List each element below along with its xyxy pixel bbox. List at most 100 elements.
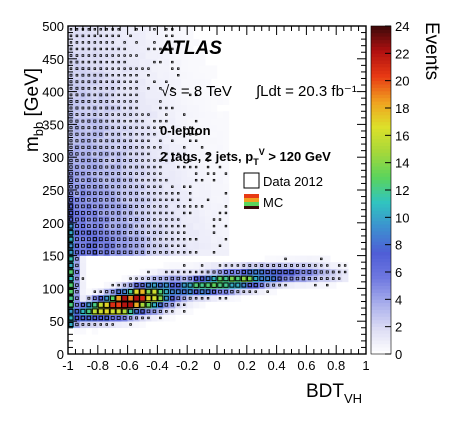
heatmap-cell — [342, 275, 349, 283]
data-box-marker — [81, 171, 85, 176]
heatmap-cell — [97, 321, 105, 329]
heatmap-cell — [151, 301, 158, 309]
heatmap-cell — [85, 104, 93, 112]
data-box-marker — [93, 165, 97, 169]
heatmap-cell — [246, 275, 254, 283]
heatmap-cell — [193, 190, 200, 197]
heatmap-cell — [121, 130, 128, 138]
heatmap-cell — [187, 216, 194, 224]
data-box-marker — [134, 283, 139, 288]
heatmap-cell — [79, 111, 87, 119]
heatmap-cell — [222, 150, 230, 158]
data-box-marker — [75, 171, 79, 176]
heatmap-cell — [97, 26, 105, 33]
heatmap-cell — [270, 262, 277, 270]
heatmap-cell — [246, 268, 254, 276]
heatmap-cell — [151, 111, 158, 119]
data-box-marker — [153, 244, 156, 248]
data-box-marker — [331, 277, 335, 280]
data-box-marker — [183, 146, 186, 149]
data-box-marker — [99, 100, 103, 103]
data-box-marker — [74, 315, 80, 321]
data-box-marker — [159, 244, 162, 248]
colorbar-segment — [371, 70, 391, 75]
heatmap-cell — [145, 124, 152, 132]
heatmap-cell — [85, 137, 93, 145]
data-box-marker — [199, 282, 205, 288]
heatmap-cell — [199, 203, 206, 210]
heatmap-cell — [205, 235, 212, 243]
heatmap-cell — [103, 229, 111, 237]
heatmap-cell — [157, 39, 164, 46]
heatmap-cell — [211, 170, 218, 178]
heatmap-cell — [91, 222, 99, 230]
data-box-marker — [75, 276, 79, 281]
data-box-marker — [159, 100, 162, 103]
heatmap-cell — [151, 281, 158, 289]
heatmap-cell — [151, 157, 158, 165]
heatmap-cell — [97, 190, 105, 197]
data-box-marker — [81, 277, 85, 280]
heatmap-cell — [133, 235, 140, 243]
heatmap-cell — [211, 130, 218, 138]
heatmap-cell — [79, 183, 87, 191]
heatmap-cell — [187, 249, 194, 256]
colorbar-segment — [371, 220, 391, 225]
data-box-marker — [212, 218, 216, 221]
heatmap-cell — [68, 281, 75, 289]
data-box-marker — [81, 211, 85, 215]
heatmap-cell — [276, 255, 283, 263]
heatmap-cell — [103, 137, 111, 145]
data-box-marker — [165, 178, 168, 182]
data-box-marker — [135, 100, 138, 103]
data-box-marker — [171, 251, 174, 254]
heatmap-cell — [205, 209, 212, 217]
heatmap-cell — [85, 203, 93, 210]
heatmap-cell — [145, 203, 152, 210]
colorbar-segment — [371, 292, 391, 297]
y-tick-label: 200 — [42, 216, 64, 231]
heatmap-cell — [199, 163, 206, 171]
heatmap-cell — [211, 222, 218, 230]
data-box-marker — [105, 139, 109, 143]
heatmap-cell — [324, 262, 331, 270]
data-box-marker — [123, 191, 127, 195]
heatmap-cell — [330, 262, 337, 270]
heatmap-cell — [127, 39, 134, 46]
data-box-marker — [177, 165, 180, 169]
heatmap-cell — [85, 26, 93, 33]
data-box-marker — [92, 315, 98, 321]
data-box-marker — [129, 34, 132, 38]
data-box-marker — [123, 152, 126, 156]
data-box-marker — [200, 205, 204, 208]
heatmap-cell — [336, 268, 343, 276]
data-box-marker — [129, 87, 132, 90]
heatmap-cell — [68, 111, 75, 119]
data-box-marker — [194, 276, 199, 281]
data-box-marker — [177, 237, 180, 241]
colorbar-segment — [371, 306, 391, 310]
heatmap-cell — [133, 321, 140, 329]
data-box-marker — [135, 106, 138, 110]
data-box-marker — [69, 132, 73, 136]
data-box-marker — [153, 159, 156, 162]
data-box-marker — [218, 264, 222, 267]
heatmap-cell — [240, 281, 248, 289]
heatmap-cell — [145, 176, 152, 184]
heatmap-cell — [127, 163, 134, 171]
heatmap-cell — [115, 209, 122, 217]
x-tick-label: 0.8 — [327, 358, 345, 373]
heatmap-cell — [187, 78, 194, 86]
data-box-marker — [307, 270, 312, 274]
heatmap-cell — [163, 235, 170, 243]
heatmap-cell — [205, 130, 212, 138]
heatmap-cell — [133, 163, 140, 171]
experiment-label: ATLAS — [159, 38, 222, 59]
data-box-marker — [99, 217, 103, 222]
data-box-marker — [111, 172, 115, 176]
data-box-marker — [289, 276, 294, 281]
heatmap-cell — [300, 268, 307, 276]
data-box-marker — [235, 282, 241, 288]
heatmap-cell — [133, 137, 140, 145]
data-box-marker — [117, 132, 121, 136]
